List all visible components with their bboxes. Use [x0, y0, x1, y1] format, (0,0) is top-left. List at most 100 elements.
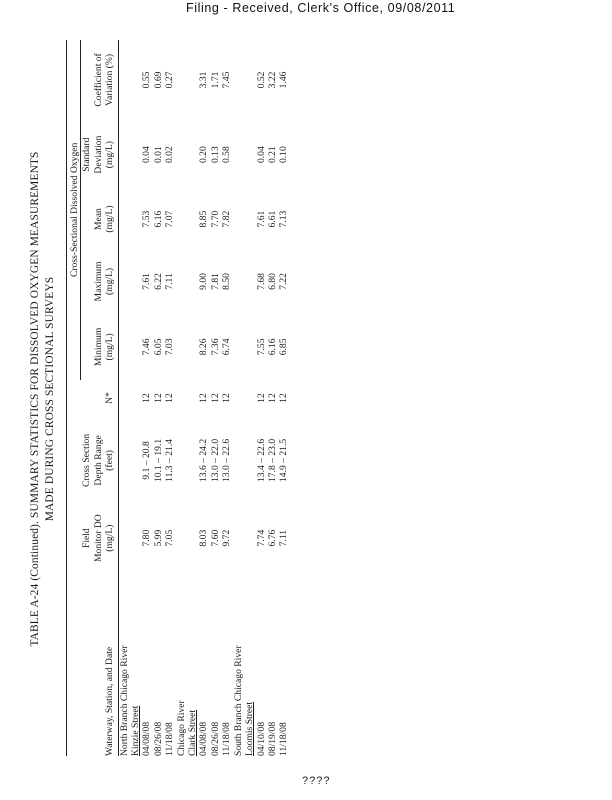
cell-min: 7.55	[255, 338, 267, 356]
table-row: 08/26/08 7.60 13.0 – 22.0 12 7.36 7.81 7.70 0.1…	[210, 40, 221, 756]
table-body: North Branch Chicago River Kinzie Street 0…	[118, 40, 290, 756]
col-header-maximum: Maximum (mg/L)	[81, 249, 116, 314]
cell-min: 7.36	[209, 338, 221, 356]
col-header-waterway-station-date: Waterway, Station, and Date	[81, 572, 116, 756]
cell-min: 6.85	[278, 338, 290, 356]
col-header-line: (feet)	[104, 450, 116, 471]
table-row: 04/08/08 7.80 9.1 – 20.8 12 7.46 7.61 7.53 0.04…	[141, 40, 152, 756]
cell-depth: 13.0 – 22.6	[221, 438, 233, 482]
cell-depth: 13.4 – 22.6	[255, 438, 267, 482]
col-header-line: Mean	[92, 208, 104, 230]
station-name: Kinzie Street	[130, 705, 142, 756]
cell-date: 08/26/08	[209, 721, 221, 756]
cell-sd: 0.21	[266, 146, 278, 164]
cell-date: 08/19/08	[266, 721, 278, 756]
cell-field: 9.72	[221, 529, 233, 547]
col-header-line: Variation (%)	[104, 53, 116, 106]
cell-min: 6.16	[266, 338, 278, 356]
cell-cv: 0.55	[141, 71, 153, 89]
cell-sd: 0.13	[209, 146, 221, 164]
col-header-line: (mg/L)	[104, 141, 116, 169]
cell-mean: 7.07	[164, 210, 176, 228]
waterway-heading-row: Chicago River	[176, 40, 187, 756]
table-row: 04/10/08 7.74 13.4 – 22.6 12 7.55 7.68 7.61 0.0…	[256, 40, 267, 756]
cell-max: 7.11	[164, 273, 176, 290]
station-name: Clark Street	[187, 709, 199, 756]
cell-max: 6.22	[152, 273, 164, 290]
cell-date: 11/18/08	[221, 722, 233, 756]
col-header-line: Cross Section	[81, 433, 93, 487]
cell-max: 6.80	[266, 273, 278, 290]
cell-cv: 1.46	[278, 71, 290, 89]
cell-min: 6.05	[152, 338, 164, 356]
table-group-header-row: Cross-Sectional Dissolved Oxygen	[69, 40, 81, 756]
cell-n: 12	[266, 393, 278, 403]
cell-sd: 0.58	[221, 146, 233, 164]
cell-field: 7.60	[209, 529, 221, 547]
cell-mean: 7.70	[209, 210, 221, 228]
waterway-heading: North Branch Chicago River	[118, 645, 130, 756]
col-header-line: Depth Range	[92, 435, 104, 486]
table-row: 08/19/08 6.76 17.8 – 23.0 12 6.16 6.80 6.61 0.2…	[267, 40, 278, 756]
waterway-heading-row: North Branch Chicago River	[118, 40, 130, 756]
col-header-n: N*	[81, 380, 116, 417]
table-title-line-1: TABLE A-24 (Continued). SUMMARY STATISTI…	[29, 151, 41, 647]
cell-sd: 0.04	[141, 146, 153, 164]
cell-cv: 0.52	[255, 71, 267, 89]
cell-n: 12	[152, 393, 164, 403]
cell-min: 7.03	[164, 338, 176, 356]
cell-mean: 6.61	[266, 210, 278, 228]
cell-field: 5.99	[152, 529, 164, 547]
cell-sd: 0.20	[198, 146, 210, 164]
col-header-line: (mg/L)	[104, 524, 116, 552]
col-header-line: (mg/L)	[104, 205, 116, 233]
cell-cv: 7.45	[221, 71, 233, 89]
cell-min: 7.46	[141, 338, 153, 356]
cell-sd: 0.10	[278, 146, 290, 164]
col-header-line: Field	[81, 528, 93, 549]
cell-sd: 0.04	[255, 146, 267, 164]
col-header-line: N*	[104, 392, 116, 404]
cell-n: 12	[255, 393, 267, 403]
cell-n: 12	[209, 393, 221, 403]
station-heading-row: Kinzie Street	[130, 40, 141, 756]
data-table-wrapper: Cross-Sectional Dissolved Oxygen Waterwa…	[66, 40, 290, 756]
station-heading-row: Clark Street	[187, 40, 198, 756]
cell-max: 7.81	[209, 273, 221, 290]
cell-depth: 11.3 – 21.4	[164, 439, 176, 482]
col-header-mean: Mean (mg/L)	[81, 189, 116, 248]
cell-depth: 13.6 – 24.2	[198, 438, 210, 482]
cell-mean: 7.53	[141, 210, 153, 228]
col-header-standard-deviation: Standard Deviation (mg/L)	[81, 120, 116, 190]
col-header-line: (mg/L)	[104, 267, 116, 296]
cell-n: 12	[221, 393, 233, 403]
cell-depth: 13.0 – 22.0	[209, 438, 221, 482]
waterway-heading: South Branch Chicago River	[232, 645, 244, 756]
cell-date: 08/26/08	[152, 721, 164, 756]
cell-depth: 10.1 – 19.1	[152, 438, 164, 482]
cell-date: 04/10/08	[255, 721, 267, 756]
col-header-line: Monitor DO	[92, 514, 104, 562]
col-header-line: Standard	[81, 137, 93, 172]
table-column-header-row: Waterway, Station, and Date Field Monito…	[81, 40, 116, 756]
page-scan-artifact: ????	[302, 775, 331, 787]
cell-field: 6.76	[266, 529, 278, 547]
col-header-coefficient-of-variation: Coefficient of Variation (%)	[81, 40, 116, 120]
cell-n: 12	[141, 393, 153, 403]
cell-cv: 0.69	[152, 71, 164, 89]
station-heading: Kinzie Street	[130, 40, 141, 756]
cell-n: 12	[164, 393, 176, 403]
cell-mean: 6.16	[152, 210, 164, 228]
group-header-cross-sectional-do: Cross-Sectional Dissolved Oxygen	[69, 40, 81, 380]
cell-cv: 1.71	[209, 71, 221, 89]
cell-n: 12	[278, 393, 290, 403]
cell-field: 8.03	[198, 529, 210, 547]
col-header-line: Waterway, Station, and Date	[104, 646, 116, 756]
waterway-heading-row: South Branch Chicago River	[233, 40, 244, 756]
col-header-line: Maximum	[92, 261, 104, 302]
cell-max: 7.68	[255, 273, 267, 290]
col-header-minimum: Minimum (mg/L)	[81, 314, 116, 379]
dissolved-oxygen-table: Cross-Sectional Dissolved Oxygen Waterwa…	[66, 40, 290, 756]
